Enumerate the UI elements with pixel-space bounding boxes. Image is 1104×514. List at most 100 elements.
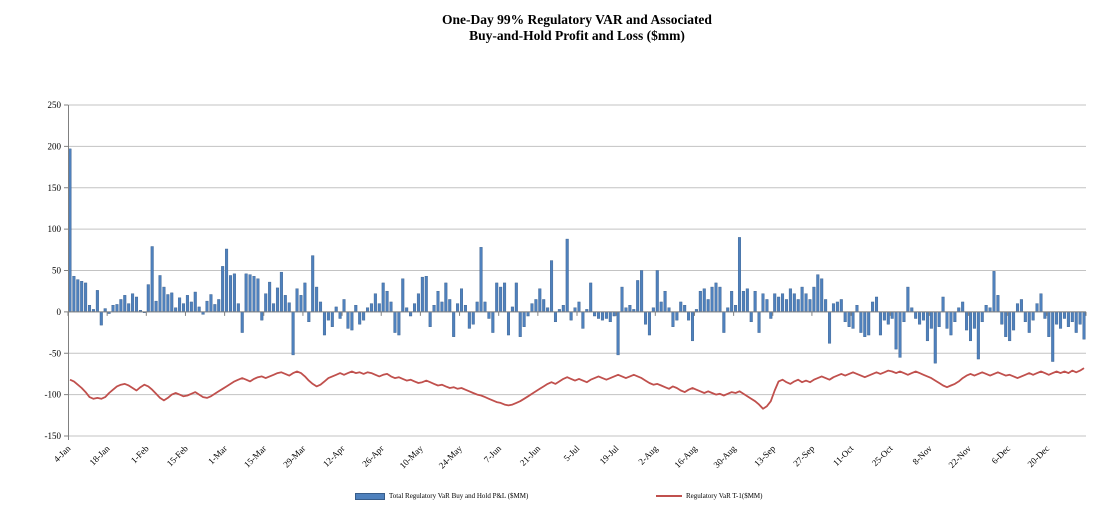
pnl-bar	[1051, 311, 1055, 362]
pnl-bar	[875, 296, 879, 313]
pnl-bar	[244, 273, 248, 313]
pnl-bar	[898, 311, 902, 358]
pnl-bar	[769, 311, 773, 319]
pnl-bar	[334, 306, 338, 313]
pnl-bar	[115, 304, 119, 313]
pnl-bar	[385, 290, 389, 313]
pnl-bar	[679, 301, 683, 313]
pnl-bar	[315, 286, 319, 313]
pnl-bar	[671, 311, 675, 327]
pnl-bar	[1059, 311, 1063, 329]
x-tick-label: 19-Jul	[598, 443, 621, 466]
pnl-bar	[816, 274, 820, 313]
pnl-bar	[1008, 311, 1012, 342]
pnl-bar	[68, 148, 72, 313]
pnl-bar	[718, 286, 722, 313]
pnl-bar	[268, 281, 272, 313]
pnl-bar	[597, 311, 601, 319]
pnl-bar	[338, 311, 342, 319]
pnl-bar	[651, 307, 655, 313]
pnl-bar	[487, 311, 491, 319]
pnl-bar	[581, 311, 585, 329]
pnl-bar	[88, 305, 92, 313]
pnl-bar	[205, 300, 209, 313]
pnl-bar	[428, 311, 432, 327]
pnl-bar	[757, 311, 761, 333]
pnl-bar	[413, 303, 417, 313]
pnl-bar	[726, 307, 730, 313]
pnl-bar	[906, 286, 910, 313]
pnl-bar	[248, 274, 252, 313]
pnl-bar	[608, 311, 612, 323]
pnl-bar	[871, 301, 875, 313]
pnl-bar	[890, 311, 894, 319]
pnl-bar	[1027, 311, 1031, 333]
pnl-bar	[119, 299, 123, 313]
pnl-bar	[174, 307, 178, 313]
pnl-bar	[436, 290, 440, 313]
x-tick-label: 1-Feb	[129, 443, 151, 465]
pnl-bar	[737, 237, 741, 313]
pnl-bar	[111, 305, 115, 313]
y-tick-label: 100	[48, 224, 62, 234]
pnl-bar	[432, 305, 436, 313]
var-line	[69, 367, 1085, 410]
pnl-bar	[95, 290, 99, 313]
pnl-bar	[741, 290, 745, 313]
y-tick-label: 150	[48, 183, 62, 193]
pnl-legend-label: Total Regulatory VaR Buy and Hold P&L ($…	[389, 492, 529, 500]
pnl-bar	[299, 295, 303, 313]
pnl-bar	[225, 248, 229, 313]
pnl-bar	[961, 301, 965, 313]
pnl-bar	[647, 311, 651, 336]
x-tick-label: 24-May	[437, 443, 465, 471]
chart-legend: Total Regulatory VaR Buy and Hold P&L ($…	[0, 489, 1104, 507]
x-tick-label: 22-Nov	[946, 443, 973, 470]
pnl-bar	[706, 299, 710, 313]
pnl-bar	[1062, 311, 1066, 319]
pnl-bar	[209, 294, 213, 313]
pnl-bar	[573, 307, 577, 313]
pnl-bar	[275, 287, 279, 313]
pnl-bar	[1023, 311, 1027, 323]
pnl-bar	[366, 307, 370, 313]
pnl-bar	[687, 311, 691, 321]
pnl-bars	[68, 148, 1086, 364]
pnl-bar	[99, 311, 103, 326]
pnl-bar	[150, 246, 154, 313]
legend-item-pnl: Total Regulatory VaR Buy and Hold P&L ($…	[355, 492, 528, 500]
chart-title-line2: Buy-and-Hold Profit and Loss ($mm)	[469, 28, 685, 44]
pnl-bar	[781, 293, 785, 313]
pnl-bar	[373, 293, 377, 313]
pnl-bar	[894, 311, 898, 350]
pnl-bar	[534, 299, 538, 313]
pnl-bar	[820, 278, 824, 313]
pnl-bar	[1066, 311, 1070, 327]
x-tick-label: 6-Dec	[989, 443, 1012, 466]
pnl-bar	[217, 299, 221, 313]
pnl-bar	[346, 311, 350, 329]
pnl-bar	[452, 311, 456, 337]
pnl-bar	[362, 311, 366, 321]
pnl-bar	[283, 295, 287, 313]
pnl-bar	[918, 311, 922, 325]
pnl-bar	[969, 311, 973, 342]
pnl-bar	[965, 311, 969, 331]
pnl-bar	[303, 282, 307, 313]
pnl-bar	[322, 311, 326, 336]
y-tick-label: 250	[48, 100, 62, 110]
pnl-bar	[381, 282, 385, 313]
pnl-bar	[784, 299, 788, 313]
pnl-bar	[953, 311, 957, 323]
y-tick-labels: 250 200 150 100 50 0 -50 -100 -150	[45, 100, 62, 441]
pnl-bar	[624, 307, 628, 313]
pnl-bar	[162, 286, 166, 313]
pnl-bar	[628, 305, 632, 313]
pnl-bar	[350, 311, 354, 331]
x-tick-label: 16-Aug	[672, 443, 699, 470]
pnl-bar	[910, 307, 914, 313]
x-tick-label: 13-Sep	[752, 443, 777, 468]
pnl-bar	[886, 311, 890, 325]
pnl-bar	[777, 296, 781, 313]
pnl-bar	[256, 278, 260, 313]
